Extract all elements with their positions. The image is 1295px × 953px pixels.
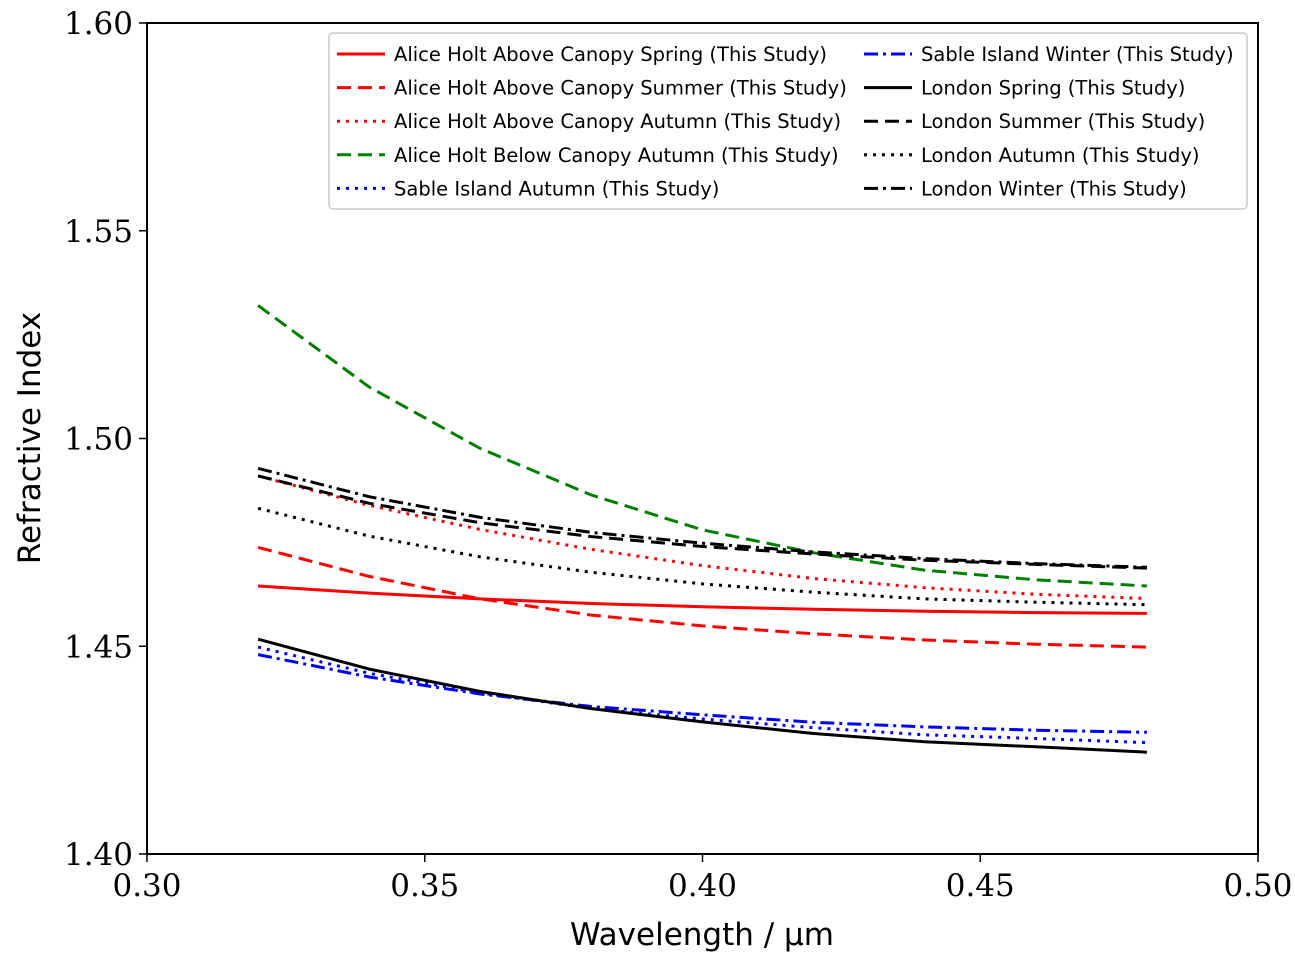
series-line-7 <box>257 637 1147 754</box>
legend: Alice Holt Above Canopy Spring (This Stu… <box>328 32 1248 210</box>
x-tick-label: 0.35 <box>390 868 459 904</box>
y-axis-label: Refractive Index <box>12 312 48 564</box>
legend-entry-1: Alice Holt Above Canopy Spring (This Stu… <box>394 43 827 66</box>
x-tick-label: 0.45 <box>946 868 1015 904</box>
y-tick-label: 1.55 <box>64 214 133 250</box>
series-line-8 <box>257 474 1147 570</box>
series-line-4 <box>257 304 1147 588</box>
legend-entry-3: Alice Holt Above Canopy Autumn (This Stu… <box>394 110 841 133</box>
series-line-1 <box>258 584 1147 615</box>
legend-frame <box>328 32 1248 210</box>
series-line-2 <box>257 545 1147 649</box>
x-axis: 0.30 0.35 0.40 0.45 0.50 <box>112 854 1293 904</box>
y-tick-label: 1.40 <box>64 837 133 873</box>
legend-entry-6: Sable Island Winter (This Study) <box>921 43 1234 66</box>
y-tick-label: 1.50 <box>64 422 133 458</box>
legend-entry-2: Alice Holt Above Canopy Summer (This Stu… <box>394 77 847 100</box>
y-axis: 1.40 1.45 1.50 1.55 1.60 <box>64 6 147 873</box>
legend-entry-8: London Summer (This Study) <box>921 110 1205 133</box>
legend-entry-10: London Winter (This Study) <box>921 177 1187 200</box>
legend-entry-4: Alice Holt Below Canopy Autumn (This Stu… <box>394 144 839 167</box>
legend-entry-7: London Spring (This Study) <box>921 77 1185 100</box>
legend-entry-9: London Autumn (This Study) <box>921 144 1200 167</box>
series-layer <box>257 304 1147 754</box>
series-line-9 <box>257 506 1147 607</box>
y-tick-label: 1.45 <box>64 629 133 665</box>
series-line-5 <box>257 645 1147 745</box>
x-tick-label: 0.30 <box>112 868 181 904</box>
x-tick-label: 0.40 <box>668 868 737 904</box>
legend-entry-5: Sable Island Autumn (This Study) <box>394 177 719 200</box>
x-axis-label: Wavelength / μm <box>570 917 834 953</box>
y-tick-label: 1.60 <box>64 6 133 42</box>
x-tick-label: 0.50 <box>1223 868 1292 904</box>
series-line-10 <box>257 466 1147 569</box>
